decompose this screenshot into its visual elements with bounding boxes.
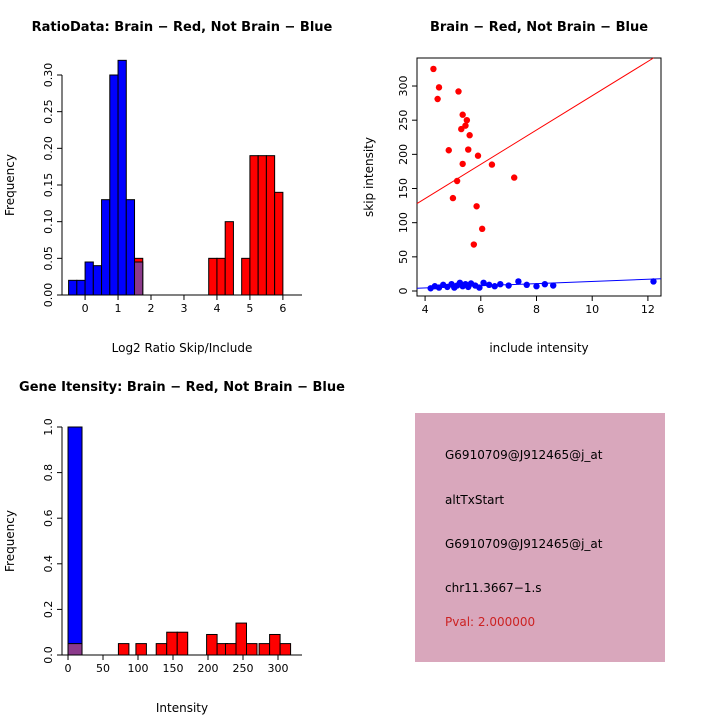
histogram-bars (67, 426, 292, 656)
x-axis: 4 6 8 10 12 (422, 296, 655, 316)
fit-lines (416, 57, 662, 289)
svg-text:0.6: 0.6 (42, 509, 55, 527)
ratio-histogram-xlabel: Log2 Ratio Skip/Include (112, 341, 253, 355)
svg-text:150: 150 (163, 662, 184, 675)
svg-text:6: 6 (279, 302, 286, 315)
data-points (427, 65, 657, 292)
svg-text:0.25: 0.25 (42, 99, 55, 124)
svg-text:1: 1 (115, 302, 122, 315)
svg-text:0: 0 (82, 302, 89, 315)
svg-text:0.30: 0.30 (42, 63, 55, 88)
svg-text:0.8: 0.8 (42, 464, 55, 482)
svg-text:0: 0 (65, 662, 72, 675)
svg-text:0.0: 0.0 (42, 646, 55, 664)
scatter-ylabel: skip intensity (362, 137, 376, 217)
y-axis: 0 50 100 150 200 250 300 (397, 76, 417, 295)
svg-text:3: 3 (180, 302, 187, 315)
svg-text:0: 0 (397, 288, 410, 295)
svg-text:50: 50 (397, 250, 410, 264)
scatter-xlabel: include intensity (489, 341, 588, 355)
svg-text:100: 100 (397, 212, 410, 233)
svg-text:2: 2 (148, 302, 155, 315)
histogram-bars (68, 59, 284, 296)
y-axis: 0.0 0.2 0.4 0.6 0.8 1.0 (42, 418, 63, 664)
pvalue-label: Pval: 2.000000 (445, 615, 536, 629)
ratio-histogram-chart: RatioData: Brain − Red, Not Brain − Blue… (3, 20, 333, 355)
chromosome-location-label: chr11.3667−1.s (445, 581, 542, 595)
probe-id-bottom: G6910709@J912465@j_at (445, 537, 603, 551)
gene-histogram-xlabel: Intensity (156, 701, 208, 715)
ratio-histogram-title: RatioData: Brain − Red, Not Brain − Blue (32, 20, 333, 35)
svg-text:4: 4 (422, 303, 429, 316)
svg-text:0.00: 0.00 (42, 283, 55, 308)
svg-text:50: 50 (96, 662, 110, 675)
svg-text:12: 12 (641, 303, 655, 316)
svg-text:300: 300 (267, 662, 288, 675)
ratio-histogram-ylabel: Frequency (3, 154, 17, 216)
svg-text:0.4: 0.4 (42, 555, 55, 573)
svg-text:0.05: 0.05 (42, 246, 55, 271)
gene-histogram-title: Gene Itensity: Brain − Red, Not Brain − … (19, 380, 345, 395)
svg-text:250: 250 (232, 662, 253, 675)
x-axis: 0 1 2 3 4 5 6 (62, 294, 302, 315)
event-type-label: altTxStart (445, 493, 505, 507)
svg-text:0.20: 0.20 (42, 136, 55, 161)
svg-text:100: 100 (128, 662, 149, 675)
svg-text:200: 200 (397, 144, 410, 165)
intensity-scatter-chart: Brain − Red, Not Brain − Blue include in… (362, 20, 662, 355)
probe-id-top: G6910709@J912465@j_at (445, 448, 603, 462)
svg-text:0.15: 0.15 (42, 173, 55, 198)
svg-text:6: 6 (477, 303, 484, 316)
gene-intensity-histogram-chart: Gene Itensity: Brain − Red, Not Brain − … (3, 380, 345, 715)
svg-text:200: 200 (198, 662, 219, 675)
svg-text:0.2: 0.2 (42, 601, 55, 619)
svg-text:250: 250 (397, 110, 410, 131)
svg-text:150: 150 (397, 178, 410, 199)
svg-text:0.10: 0.10 (42, 209, 55, 234)
svg-text:5: 5 (246, 302, 253, 315)
svg-text:8: 8 (533, 303, 540, 316)
y-axis: 0.00 0.05 0.10 0.15 0.20 0.25 0.30 (42, 63, 63, 308)
svg-text:1.0: 1.0 (42, 418, 55, 436)
svg-text:300: 300 (397, 76, 410, 97)
gene-info-panel: G6910709@J912465@j_at altTxStart G691070… (415, 413, 665, 662)
x-axis: 0 50 100 150 200 250 300 (62, 654, 302, 675)
svg-text:4: 4 (213, 302, 220, 315)
scatter-title: Brain − Red, Not Brain − Blue (430, 20, 648, 35)
svg-text:10: 10 (585, 303, 599, 316)
plot-box (416, 57, 662, 297)
gene-histogram-ylabel: Frequency (3, 510, 17, 572)
